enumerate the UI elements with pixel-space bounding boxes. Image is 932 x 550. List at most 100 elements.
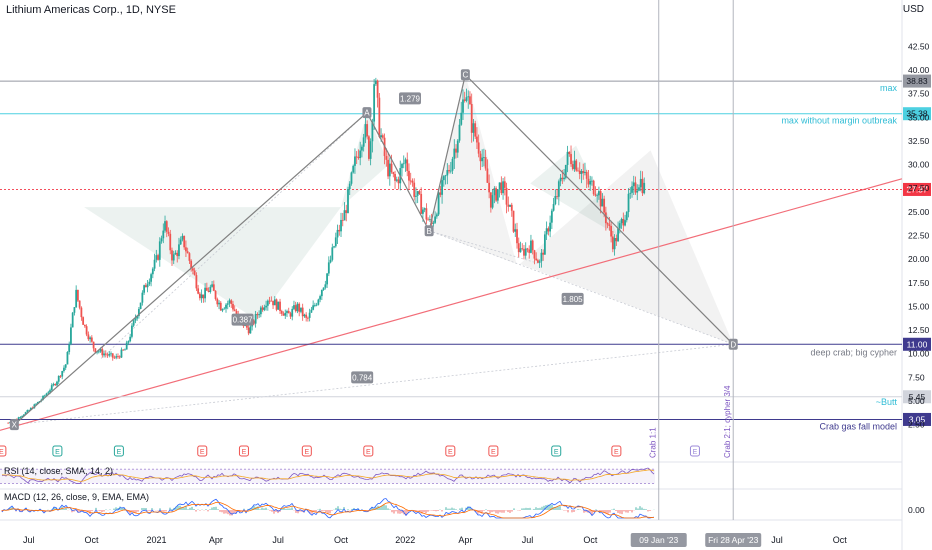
candle-body xyxy=(36,402,39,404)
candle-body xyxy=(453,148,456,159)
candle-body xyxy=(266,300,269,306)
candle-body xyxy=(435,214,438,217)
candle-body xyxy=(291,308,294,317)
earnings-marker xyxy=(445,445,456,457)
candle-body xyxy=(610,225,613,237)
earnings-marker-label: E xyxy=(614,449,619,456)
candle-body xyxy=(275,299,278,310)
macd-histogram-bar xyxy=(589,510,591,514)
pattern-point-label: A xyxy=(364,109,370,118)
candle-body xyxy=(585,171,588,179)
candle-body xyxy=(587,178,590,185)
candle-body xyxy=(122,349,125,351)
macd-histogram-bar xyxy=(227,510,229,515)
macd-histogram-bar xyxy=(149,510,151,511)
macd-histogram-bar xyxy=(241,510,243,512)
macd-histogram-bar xyxy=(497,510,499,514)
macd-histogram-bar xyxy=(441,510,443,512)
candle-body xyxy=(547,228,550,232)
macd-histogram-bar xyxy=(281,508,283,510)
macd-histogram-bar xyxy=(73,510,75,512)
candle-body xyxy=(124,349,126,351)
candle-body xyxy=(458,124,461,141)
candle-body xyxy=(90,337,93,342)
price-badge xyxy=(903,74,931,88)
candle-body xyxy=(155,255,158,260)
candle-body xyxy=(434,216,437,223)
macd-histogram-bar xyxy=(489,510,491,513)
earnings-marker-label: E xyxy=(200,449,205,456)
candle-body xyxy=(49,390,51,393)
candle-body xyxy=(87,334,90,340)
candle-body xyxy=(293,305,295,309)
candle-body xyxy=(144,285,147,288)
macd-histogram-bar xyxy=(187,509,189,510)
y-tick-label: 30.00 xyxy=(908,160,930,170)
macd-histogram-bar xyxy=(219,510,221,512)
macd-histogram-bar xyxy=(549,504,551,510)
candle-body xyxy=(367,136,370,159)
earnings-marker xyxy=(52,445,63,457)
candle-body xyxy=(193,270,196,276)
candle-body xyxy=(294,305,297,312)
candle-body xyxy=(418,191,421,194)
pattern-fill xyxy=(340,112,389,208)
candle-body xyxy=(57,375,60,382)
candle-body xyxy=(29,407,32,410)
candle-body xyxy=(230,300,233,304)
candle-body xyxy=(425,208,428,220)
macd-histogram-bar xyxy=(335,507,337,510)
macd-histogram-bar xyxy=(311,510,313,514)
candle-body xyxy=(270,300,273,302)
y-tick-label: 35.00 xyxy=(908,112,930,122)
candle-body xyxy=(502,181,504,194)
candle-body xyxy=(634,182,637,193)
macd-histogram-bar xyxy=(231,510,233,516)
macd-histogram-bar xyxy=(1,510,3,512)
candle-body xyxy=(334,237,337,247)
candle-body xyxy=(179,239,182,245)
earnings-marker xyxy=(0,445,7,457)
macd-histogram-bar xyxy=(199,510,201,511)
candle-body xyxy=(78,300,81,308)
candle-body xyxy=(463,99,466,101)
macd-histogram-bar xyxy=(251,507,253,510)
pattern-fill xyxy=(84,207,341,321)
macd-histogram-bar xyxy=(419,510,421,512)
candle-body xyxy=(601,198,604,207)
macd-histogram-bar xyxy=(505,510,507,511)
macd-histogram-bar xyxy=(313,510,315,512)
rsi-label: RSI (14, close, SMA, 14, 2) xyxy=(4,466,114,476)
candle-body xyxy=(68,344,71,352)
macd-histogram-bar xyxy=(491,510,493,513)
candle-body xyxy=(158,241,161,260)
macd-histogram-bar xyxy=(539,507,541,510)
candle-body xyxy=(578,170,581,174)
macd-histogram-bar xyxy=(601,510,603,512)
candle-body xyxy=(354,156,356,166)
macd-histogram-bar xyxy=(499,510,501,513)
candle-body xyxy=(524,248,527,256)
macd-histogram-bar xyxy=(511,510,513,512)
candle-body xyxy=(620,218,623,224)
macd-histogram-bar xyxy=(461,507,463,510)
candle-body xyxy=(409,180,412,182)
candle-body xyxy=(235,310,238,314)
macd-histogram-bar xyxy=(523,508,525,510)
candle-body xyxy=(596,195,599,197)
y-tick-label: 40.00 xyxy=(908,65,930,75)
candle-body xyxy=(99,349,102,352)
x-tick-label: Oct xyxy=(85,535,100,545)
candle-body xyxy=(7,422,10,424)
macd-histogram-bar xyxy=(183,507,185,510)
currency-label: USD xyxy=(902,4,924,15)
candle-body xyxy=(136,316,139,319)
macd-histogram-bar xyxy=(211,507,213,510)
candle-body xyxy=(387,159,389,177)
candle-body xyxy=(190,260,193,269)
candle-body xyxy=(228,300,231,304)
candle-body xyxy=(232,303,234,310)
macd-histogram-bar xyxy=(427,510,429,512)
candle-body xyxy=(625,212,628,221)
